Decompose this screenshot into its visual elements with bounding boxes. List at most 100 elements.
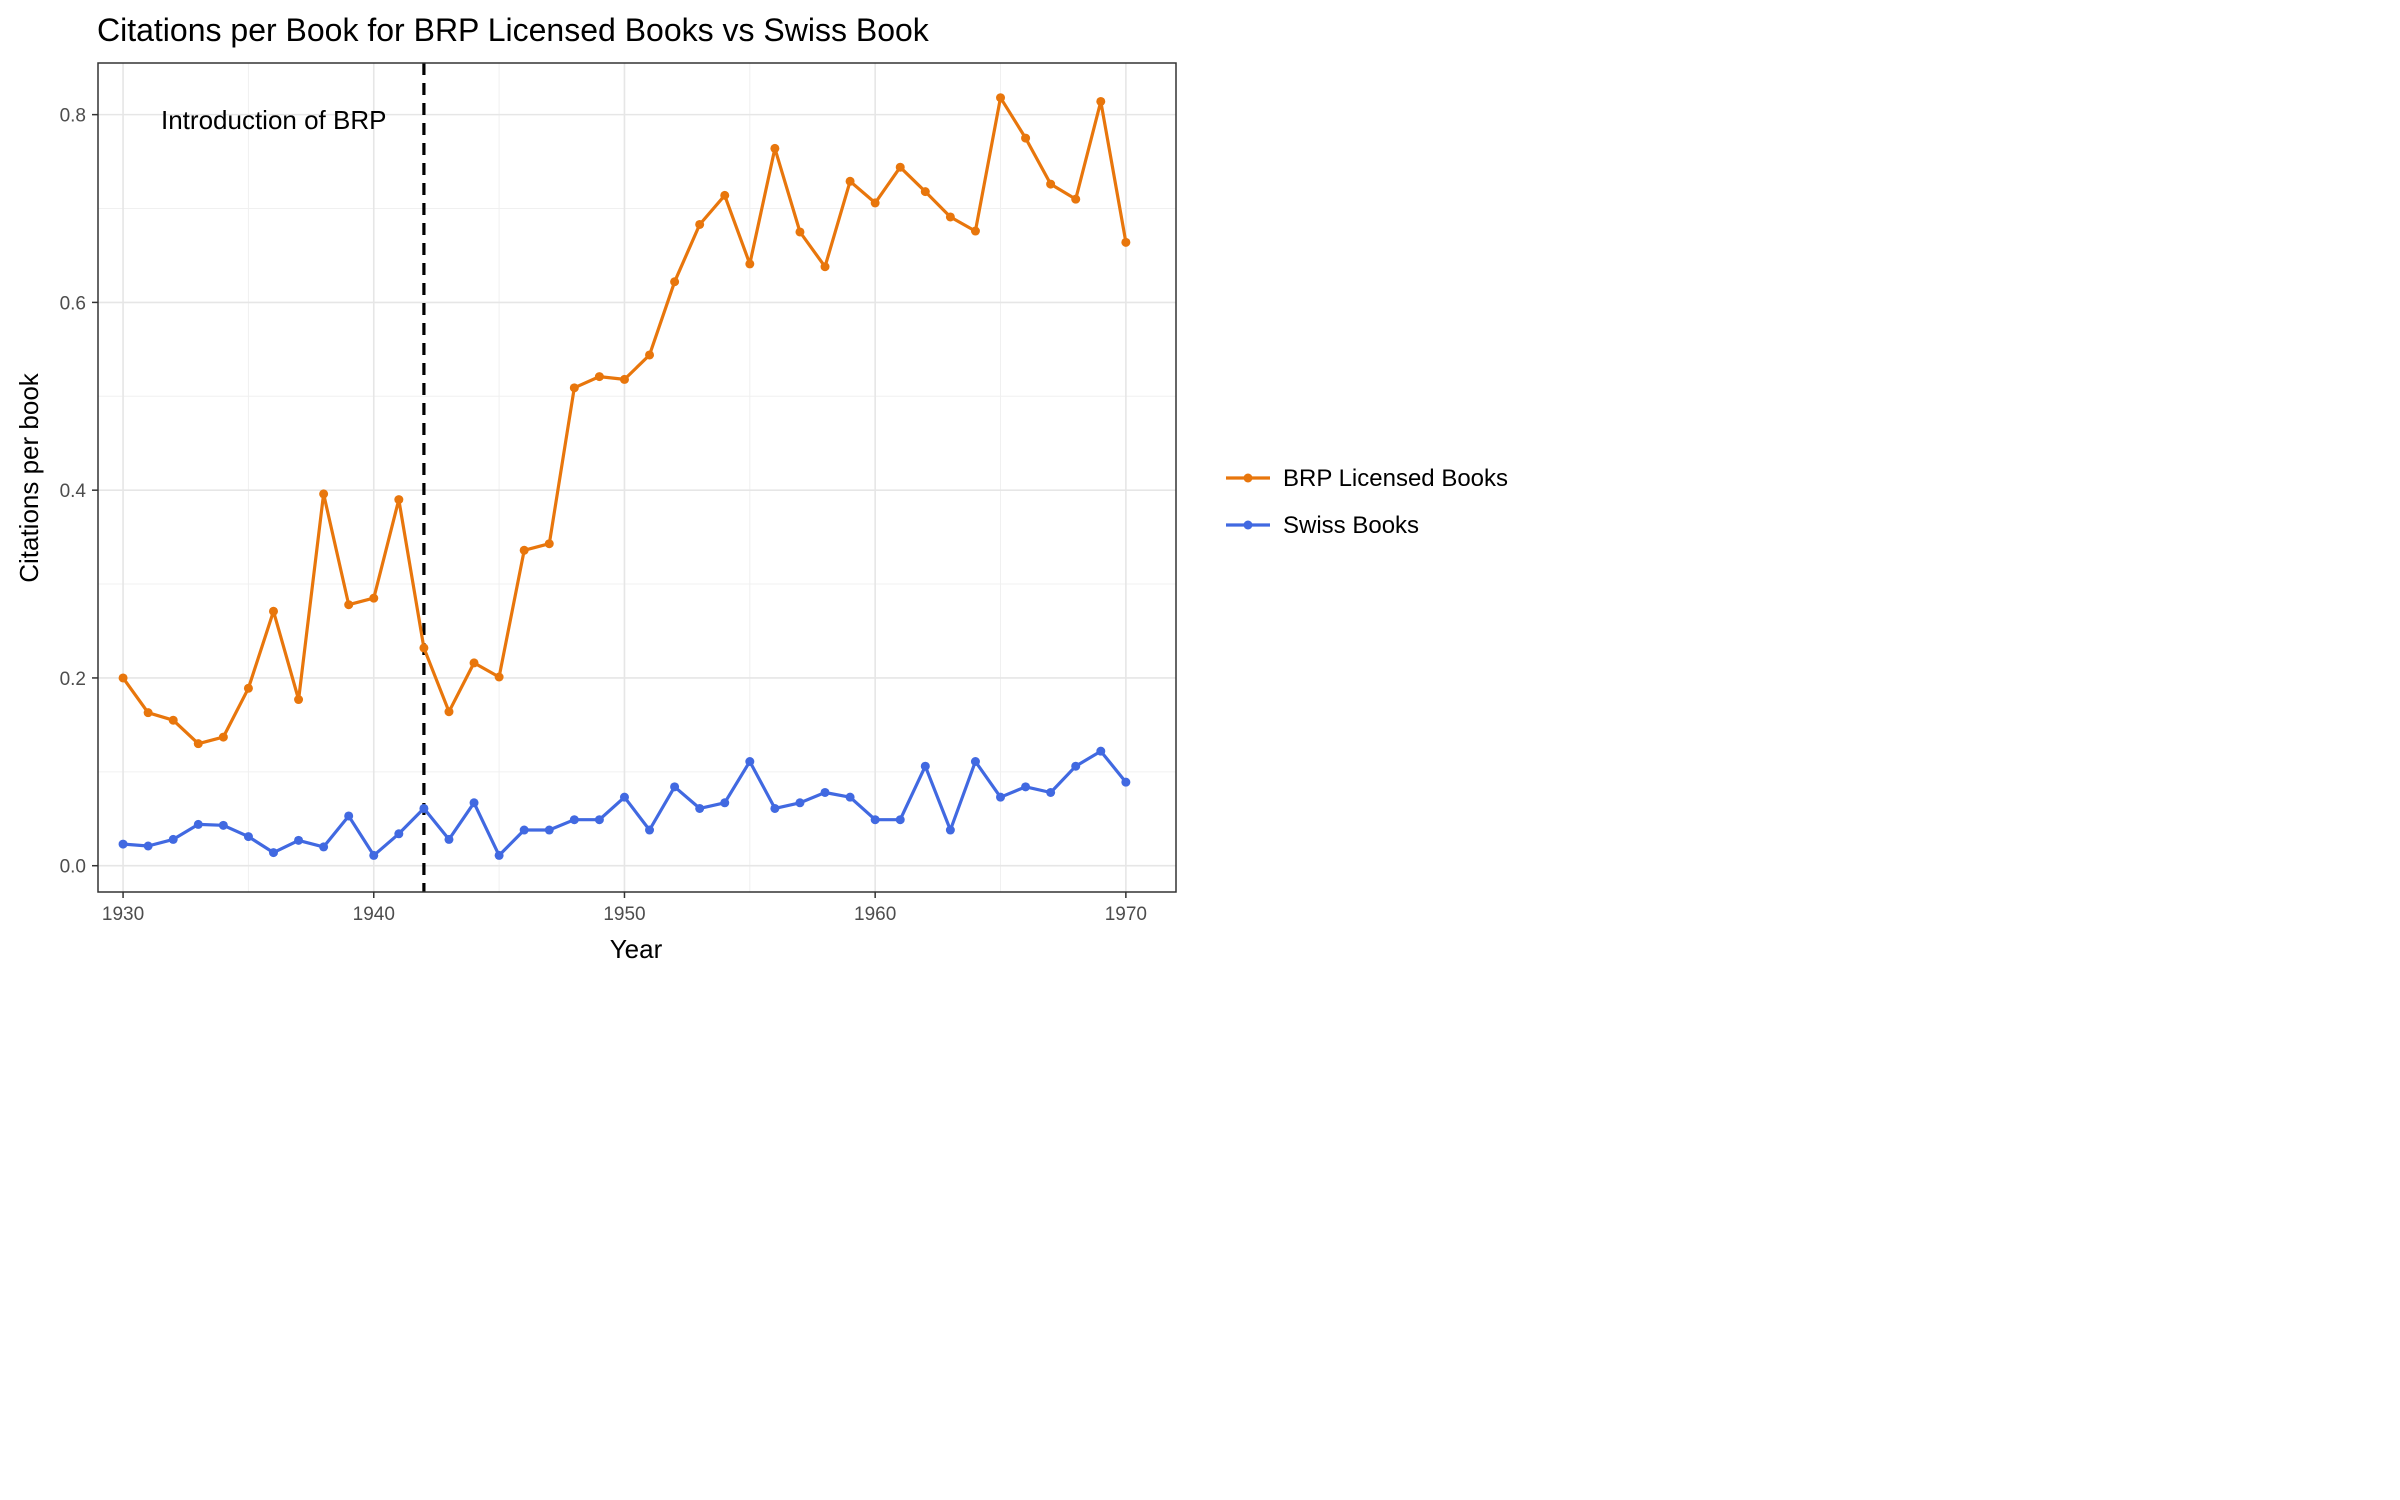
data-point — [193, 739, 203, 749]
data-point — [1096, 96, 1106, 106]
x-tick-label: 1940 — [353, 904, 395, 925]
data-point — [970, 226, 980, 236]
data-point — [444, 707, 454, 717]
legend-label: BRP Licensed Books — [1283, 465, 1508, 492]
data-point — [394, 829, 404, 839]
data-point — [118, 839, 128, 849]
plot-panel-border — [97, 62, 1177, 893]
y-tick-label: 0.8 — [60, 106, 86, 127]
series-brp-licensed-books — [118, 93, 1131, 749]
legend-item: BRP Licensed Books — [1226, 465, 1508, 492]
data-point — [143, 708, 153, 718]
data-point — [319, 489, 329, 499]
grid — [98, 63, 1176, 892]
legend: BRP Licensed Books Swiss Books — [1226, 465, 1508, 539]
data-point — [369, 593, 379, 603]
data-point — [494, 672, 504, 682]
legend-item: Swiss Books — [1226, 512, 1419, 539]
data-point — [795, 798, 805, 808]
data-point — [469, 798, 479, 808]
data-point — [870, 198, 880, 208]
data-point — [268, 848, 278, 858]
data-point — [494, 850, 504, 860]
data-point — [544, 825, 554, 835]
data-point — [168, 834, 178, 844]
data-point — [770, 803, 780, 813]
data-point — [1096, 746, 1106, 756]
data-point — [619, 374, 629, 384]
data-point — [895, 162, 905, 172]
data-point — [444, 834, 454, 844]
vline-annotation: Introduction of BRP — [161, 105, 386, 135]
data-point — [1046, 179, 1056, 189]
data-point — [268, 606, 278, 616]
data-point — [720, 190, 730, 200]
data-point — [243, 683, 253, 693]
data-point — [294, 835, 304, 845]
data-point — [645, 825, 655, 835]
x-tick-label: 1930 — [102, 904, 144, 925]
data-point — [920, 761, 930, 771]
data-point — [820, 787, 830, 797]
data-point — [243, 832, 253, 842]
y-tick-label: 0.6 — [60, 293, 86, 314]
data-point — [569, 815, 579, 825]
y-axis-title: Citations per book — [14, 372, 44, 583]
data-point — [344, 811, 354, 821]
data-point — [670, 277, 680, 287]
data-point — [344, 600, 354, 610]
data-point — [143, 841, 153, 851]
data-point — [594, 372, 604, 382]
data-point — [996, 93, 1006, 103]
data-point — [1046, 787, 1056, 797]
x-axis-title: Year — [610, 934, 663, 964]
data-point — [645, 350, 655, 360]
y-tick-label: 0.4 — [60, 481, 87, 502]
data-point — [920, 187, 930, 197]
data-point — [996, 792, 1006, 802]
data-point — [670, 782, 680, 792]
data-point — [569, 383, 579, 393]
data-point — [1021, 133, 1031, 143]
x-tick-label: 1970 — [1105, 904, 1147, 925]
data-point — [1021, 782, 1031, 792]
data-point — [544, 539, 554, 549]
data-point — [945, 212, 955, 222]
data-point — [218, 732, 228, 742]
series-swiss-books — [118, 746, 1131, 860]
data-point — [319, 842, 329, 852]
data-point — [118, 673, 128, 683]
y-tick-label: 0.0 — [60, 857, 86, 878]
data-point — [168, 715, 178, 725]
data-point — [193, 819, 203, 829]
x-tick-label: 1950 — [603, 904, 645, 925]
x-axis: 1930 1940 1950 1960 1970 — [102, 892, 1147, 925]
legend-label: Swiss Books — [1283, 512, 1419, 539]
data-point — [870, 815, 880, 825]
y-tick-label: 0.2 — [60, 669, 86, 690]
data-point — [820, 262, 830, 272]
x-tick-label: 1960 — [854, 904, 896, 925]
series-layer — [118, 93, 1131, 860]
data-point — [369, 850, 379, 860]
chart-title: Citations per Book for BRP Licensed Book… — [97, 12, 930, 48]
data-point — [619, 792, 629, 802]
data-point — [1121, 777, 1131, 787]
data-point — [795, 227, 805, 237]
data-point — [394, 495, 404, 505]
data-point — [845, 176, 855, 186]
data-point — [970, 757, 980, 767]
data-point — [745, 259, 755, 269]
data-point — [519, 545, 529, 555]
data-point — [594, 815, 604, 825]
data-point — [419, 643, 429, 653]
chart-container: Citations per Book for BRP Licensed Book… — [0, 0, 1558, 974]
data-point — [519, 825, 529, 835]
data-point — [469, 658, 479, 668]
data-point — [1071, 761, 1081, 771]
data-point — [770, 143, 780, 153]
y-axis: 0.0 0.2 0.4 0.6 0.8 — [60, 106, 98, 878]
line-chart: Citations per Book for BRP Licensed Book… — [14, 12, 1508, 964]
data-point — [720, 798, 730, 808]
legend-swatch-point — [1243, 473, 1253, 483]
